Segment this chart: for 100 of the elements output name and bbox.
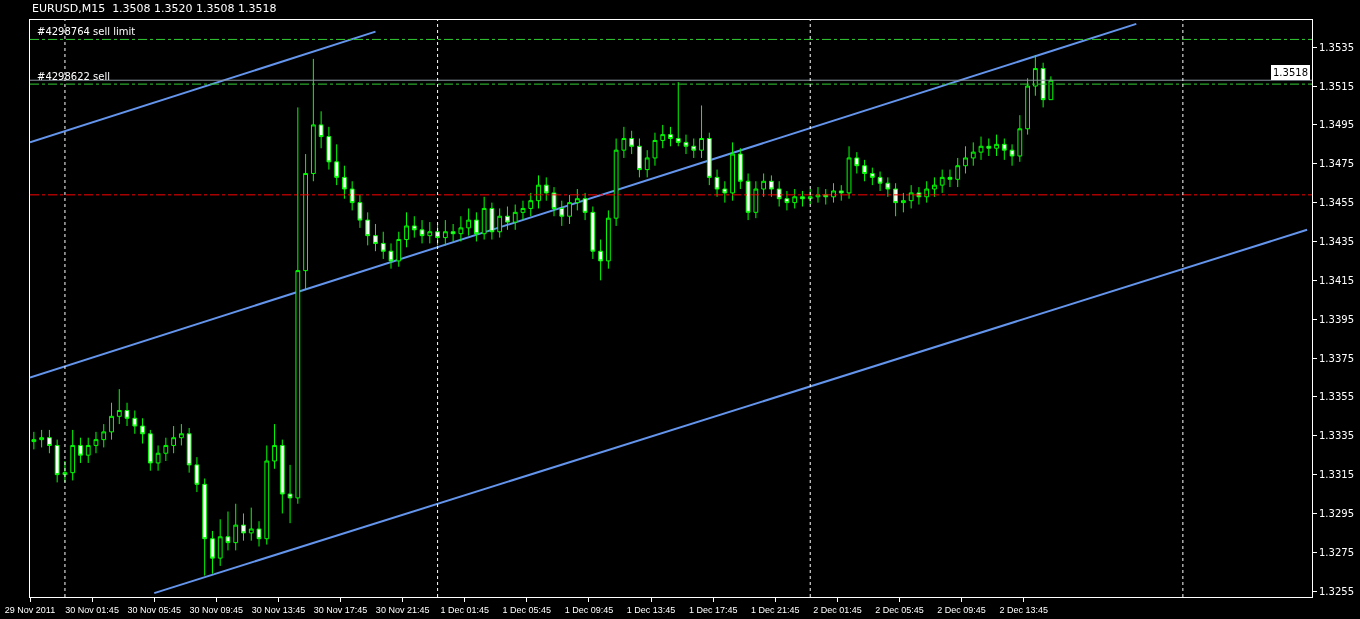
candlestick (994, 134, 999, 157)
candlestick (233, 503, 239, 551)
candlestick (675, 81, 681, 147)
candlestick (54, 439, 60, 483)
y-tick-label: 1.3375 (1319, 352, 1354, 364)
candlestick (900, 192, 906, 213)
candlestick (831, 182, 836, 204)
candlestick (256, 520, 262, 547)
x-tick-label: 2 Dec 05:45 (875, 604, 924, 615)
x-tick-label: 1 Dec 05:45 (502, 604, 552, 615)
candlestick (419, 219, 425, 244)
candlestick (947, 169, 953, 188)
y-tick-label: 1.3255 (1319, 585, 1354, 597)
y-tick-label: 1.3335 (1319, 430, 1354, 442)
ref-line-label: #4298764 sell limit (37, 26, 136, 37)
candlestick (714, 169, 720, 198)
candlestick (807, 188, 813, 206)
candlestick (349, 180, 355, 211)
candlestick (963, 145, 968, 174)
candlestick (78, 437, 83, 464)
candlestick (699, 104, 704, 159)
candlestick (497, 207, 503, 239)
candlestick (241, 512, 246, 542)
candlestick (800, 190, 805, 208)
candlestick (404, 211, 409, 248)
candlestick (582, 192, 588, 221)
candlestick (737, 147, 743, 190)
x-tick-label: 30 Nov 17:45 (313, 604, 368, 615)
x-tick-label: 29 Nov 2011 (4, 604, 56, 615)
candlestick (706, 132, 712, 186)
candlestick (109, 402, 114, 441)
candlestick (489, 202, 495, 241)
x-tick-label: 1 Dec 17:45 (688, 604, 738, 615)
candlestick (450, 223, 456, 242)
candlestick (862, 159, 867, 182)
candlestick (605, 209, 611, 270)
candlestick (217, 518, 223, 567)
candlestick (186, 427, 192, 474)
candlestick (380, 231, 386, 260)
candlestick (652, 132, 658, 167)
y-tick-label: 1.3455 (1319, 197, 1354, 209)
candlestick (908, 184, 914, 209)
candlestick (373, 223, 378, 252)
candlestick (473, 211, 479, 242)
candlestick (629, 130, 635, 155)
candlestick (932, 176, 937, 198)
candlestick (1040, 62, 1046, 108)
candlestick (194, 456, 200, 493)
candlestick (93, 431, 99, 454)
candlestick (637, 138, 642, 178)
candlestick (761, 172, 767, 198)
candlestick (893, 182, 899, 217)
x-tick-label: 2 Dec 13:45 (999, 604, 1048, 615)
y-tick-label: 1.3275 (1319, 546, 1354, 558)
x-tick-label: 1 Dec 13:45 (626, 604, 676, 615)
candlestick (792, 188, 798, 209)
candlestick (210, 530, 215, 575)
candlestick (621, 126, 627, 159)
y-tick-label: 1.3515 (1319, 80, 1354, 92)
candlestick (769, 174, 774, 198)
y-tick-label: 1.3535 (1319, 41, 1354, 53)
candlestick (334, 143, 340, 186)
candlestick (39, 429, 45, 448)
candlestick (116, 388, 122, 425)
candlestick (520, 200, 526, 221)
candlestick (178, 423, 184, 446)
candlestick (342, 165, 347, 200)
y-tick-label: 1.3355 (1319, 391, 1354, 403)
candlestick (885, 176, 891, 198)
candlestick (225, 511, 231, 551)
y-tick-label: 1.3475 (1319, 158, 1354, 170)
ref-line-label: #4298622 sell (37, 71, 111, 82)
candlestick (551, 186, 557, 217)
candlestick (536, 174, 541, 209)
x-tick-label: 30 Nov 09:45 (189, 604, 244, 615)
candlestick (784, 190, 790, 211)
candlestick (458, 215, 464, 242)
candlestick (295, 106, 301, 505)
x-tick-label: 1 Dec 01:45 (440, 604, 490, 615)
candlestick (722, 180, 728, 204)
candlestick (660, 124, 666, 149)
x-tick-label: 30 Nov 01:45 (65, 604, 119, 615)
y-tick-label: 1.3395 (1319, 313, 1354, 325)
candlestick (877, 171, 883, 192)
candlestick (155, 444, 161, 472)
candlestick (1017, 114, 1023, 163)
candlestick (287, 464, 293, 524)
candlestick (730, 141, 735, 202)
x-tick-label: 30 Nov 21:45 (375, 604, 430, 615)
candlestick (427, 221, 433, 244)
candlestick (574, 188, 580, 211)
candlestick (411, 215, 417, 239)
x-tick-label: 2 Dec 09:45 (937, 604, 986, 615)
candlestick (838, 184, 844, 202)
x-tick-label: 1 Dec 09:45 (564, 604, 614, 615)
candlestick (559, 200, 565, 227)
candlestick (691, 138, 697, 159)
y-tick-label: 1.3415 (1319, 274, 1354, 286)
candlestick (481, 196, 487, 241)
candlestick (62, 460, 68, 483)
